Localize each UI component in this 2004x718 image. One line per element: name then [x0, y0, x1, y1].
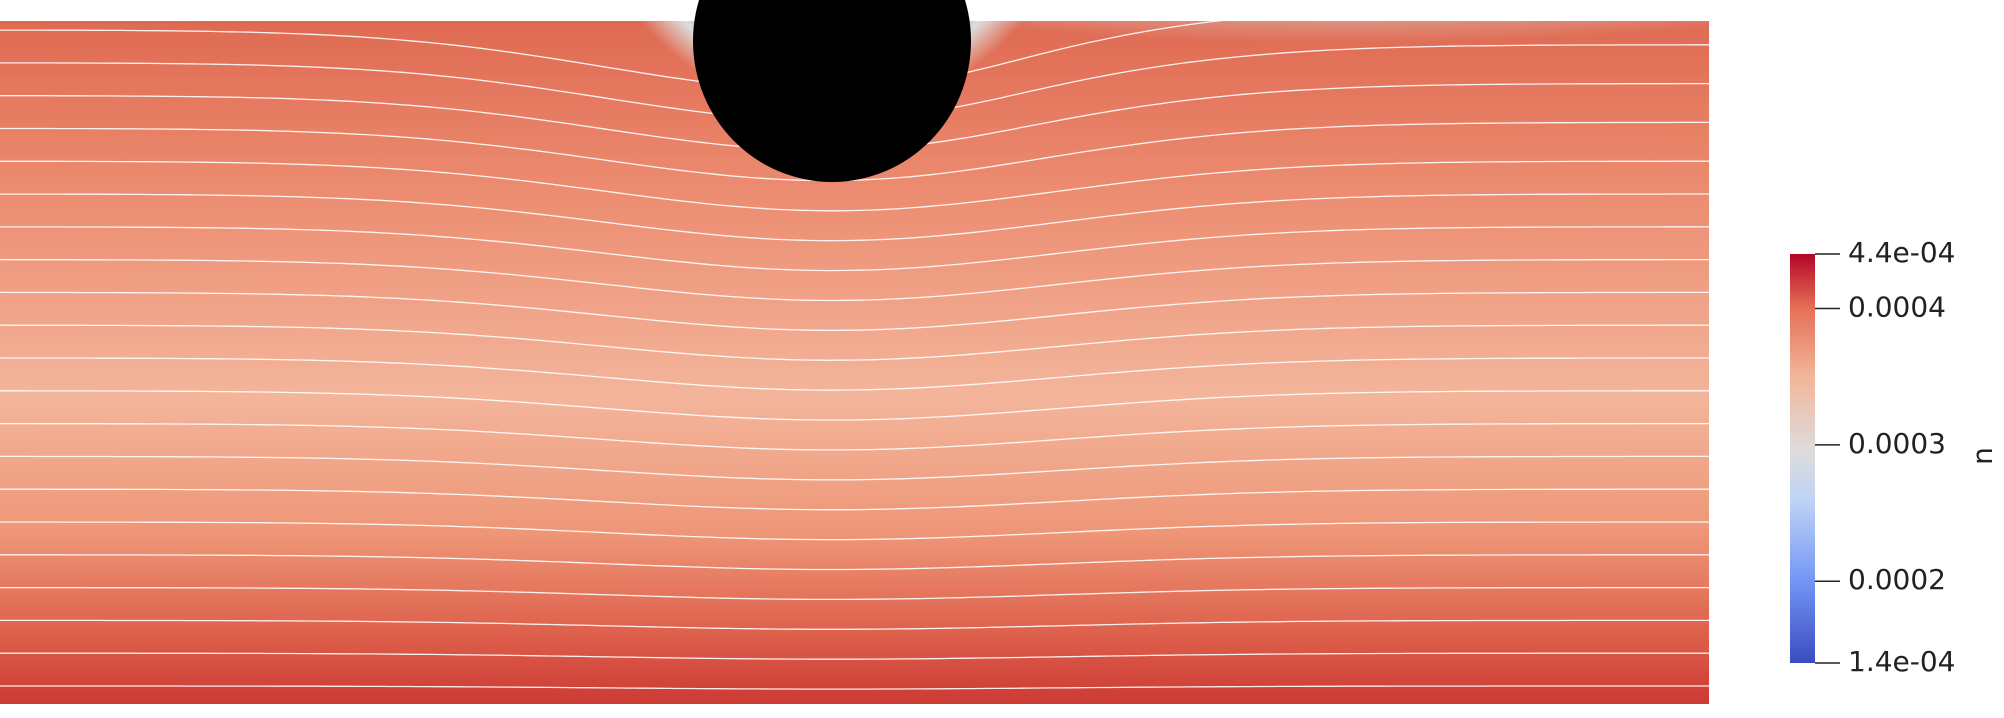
streamline	[0, 685, 1709, 690]
streamline	[0, 160, 1709, 212]
streamline	[0, 521, 1709, 541]
streamline	[0, 357, 1709, 391]
colorbar-tick-label: 0.0004	[1848, 291, 1946, 324]
colorbar-tick-label: 0.0003	[1848, 427, 1946, 460]
streamline	[0, 652, 1709, 660]
streamline	[0, 586, 1709, 601]
obstacle	[693, 0, 971, 182]
colorbar-title: u	[1970, 447, 2003, 465]
colorbar-tick-label: 0.0002	[1848, 563, 1946, 596]
streamline	[0, 619, 1709, 630]
streamline	[0, 121, 1709, 182]
streamline	[0, 258, 1709, 302]
streamline	[0, 455, 1709, 481]
streamline	[0, 193, 1709, 242]
streamline	[0, 390, 1709, 421]
colorbar-tick-label: 1.4e-04	[1848, 645, 1956, 678]
streamline	[0, 488, 1709, 511]
colorbar-tick-label: 4.4e-04	[1848, 236, 1956, 269]
streamline	[0, 554, 1709, 571]
streamline	[0, 422, 1709, 451]
streamline	[0, 291, 1709, 332]
streamline	[0, 226, 1709, 272]
streamline	[0, 324, 1709, 361]
colorbar	[1790, 254, 1815, 663]
